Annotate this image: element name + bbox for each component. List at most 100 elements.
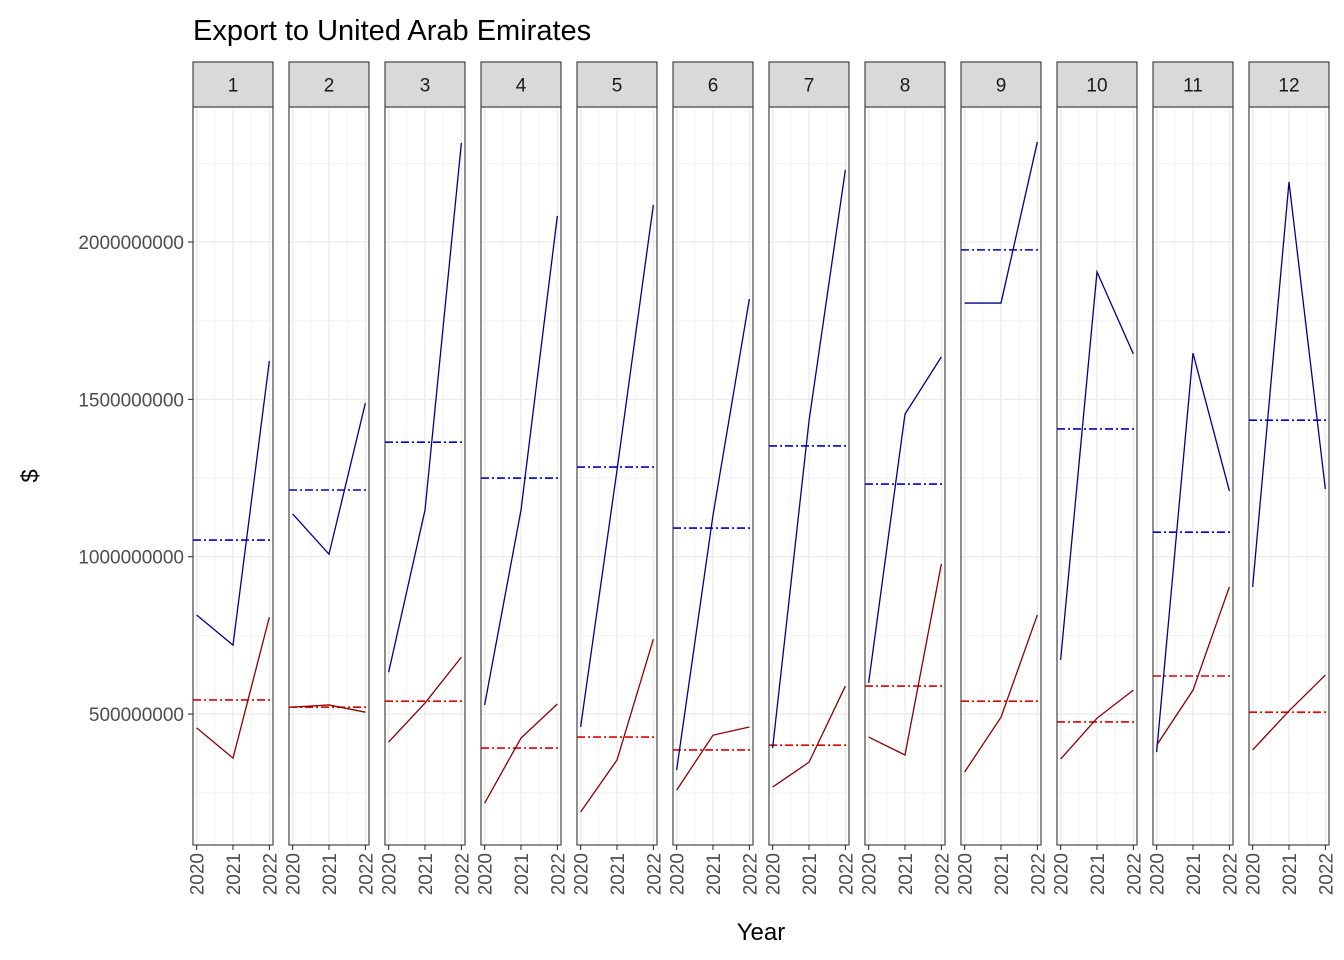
y-tick-label: 2000000000	[78, 233, 184, 254]
x-tick-label: 2021	[704, 853, 725, 895]
panel: 6 2020 2021 2022	[668, 61, 761, 895]
x-tick-label: 2020	[380, 853, 401, 895]
series-line	[388, 656, 462, 743]
series-line	[484, 703, 558, 804]
series-line	[579, 204, 655, 728]
x-tick-label: 2020	[1052, 853, 1073, 895]
panel: 7 2020 2021 2022	[764, 61, 857, 895]
x-tick-label: 2022	[1316, 853, 1337, 895]
strip-label: 3	[420, 76, 431, 97]
panel: 8 2020 2021 2022	[860, 61, 953, 895]
x-tick-label: 2020	[476, 853, 497, 895]
x-tick-label: 2022	[836, 853, 857, 895]
panel: 9 2020 2021 2022	[956, 61, 1049, 895]
strip	[960, 61, 1042, 108]
panel: 1 2020 2021 2022 500000000 1000000000 15000000…	[78, 61, 281, 895]
x-tick-label: 2021	[224, 853, 245, 895]
y-tick-label: 1000000000	[78, 548, 184, 569]
y-tick-label: 1500000000	[78, 390, 184, 411]
strip-label: 4	[516, 76, 527, 97]
series-line	[1059, 269, 1134, 661]
x-tick-label: 2021	[1280, 853, 1301, 895]
panel: 5 2020 2021 2022	[572, 61, 665, 895]
series-line	[964, 141, 1038, 304]
strip	[672, 61, 754, 108]
x-tick-label: 2020	[1244, 853, 1265, 895]
strip	[288, 61, 370, 108]
x-tick-label: 2022	[644, 853, 665, 895]
series-line	[867, 356, 942, 684]
strip-label: 6	[708, 76, 719, 97]
x-tick-label: 2021	[992, 853, 1013, 895]
x-tick-label: 2020	[668, 853, 689, 895]
x-tick-label: 2022	[1028, 853, 1049, 895]
series-line	[196, 616, 270, 760]
x-tick-label: 2020	[956, 853, 977, 895]
x-tick-label: 2021	[1184, 853, 1205, 895]
strip-label: 5	[612, 76, 623, 97]
series-line	[771, 169, 847, 749]
strip-label: 9	[996, 76, 1007, 97]
x-tick-label: 2020	[764, 853, 785, 895]
strip-label: 10	[1086, 76, 1107, 97]
strip-label: 8	[900, 76, 911, 97]
panel: 11 2020 2021 2022	[1148, 61, 1241, 895]
series-line	[772, 685, 846, 788]
series-line	[292, 402, 366, 556]
x-tick-label: 2021	[800, 853, 821, 895]
x-tick-label: 2022	[548, 853, 569, 895]
series-line	[483, 215, 559, 706]
series-line	[676, 726, 750, 791]
x-tick-label: 2020	[1148, 853, 1169, 895]
strip	[1248, 61, 1330, 108]
series-line	[1155, 352, 1230, 753]
strip	[768, 61, 850, 108]
series-line	[388, 142, 463, 673]
x-tick-label: 2020	[188, 853, 209, 895]
x-tick-label: 2021	[416, 853, 437, 895]
strip-label: 1	[228, 76, 239, 97]
x-tick-label: 2022	[260, 853, 281, 895]
x-axis-label: Year	[737, 919, 786, 946]
x-tick-label: 2022	[932, 853, 953, 895]
y-axis-label: $	[17, 469, 44, 482]
strip	[192, 61, 274, 108]
strip-label: 11	[1183, 76, 1203, 97]
x-tick-label: 2022	[452, 853, 473, 895]
x-tick-label: 2022	[740, 853, 761, 895]
x-tick-label: 2021	[608, 853, 629, 895]
series-line	[1060, 689, 1134, 760]
strip	[576, 61, 658, 108]
panel: 4 2020 2021 2022	[476, 61, 569, 895]
panels: 1 2020 2021 2022 500000000 1000000000 15000000…	[78, 61, 1337, 895]
x-tick-label: 2022	[356, 853, 377, 895]
series-line	[292, 704, 366, 713]
x-tick-label: 2021	[512, 853, 533, 895]
x-tick-label: 2021	[320, 853, 341, 895]
strip	[864, 61, 946, 108]
strip-label: 12	[1278, 76, 1299, 97]
x-tick-label: 2022	[1124, 853, 1145, 895]
strip	[1056, 61, 1138, 108]
strip	[384, 61, 466, 108]
series-line	[196, 360, 271, 647]
y-tick-label: 500000000	[89, 705, 184, 726]
panel: 12 2020 2021 2022	[1244, 61, 1337, 895]
series-line	[1156, 586, 1230, 746]
x-tick-label: 2020	[284, 853, 305, 895]
x-tick-label: 2022	[1220, 853, 1241, 895]
strip	[1152, 61, 1234, 108]
series-line	[868, 563, 943, 756]
series-line	[675, 298, 751, 771]
x-tick-label: 2021	[1088, 853, 1109, 895]
chart-title: Export to United Arab Emirates	[193, 15, 591, 47]
panel: 10 2020 2021 2022	[1052, 61, 1145, 895]
panel: 2 2020 2021 2022	[284, 61, 377, 895]
series-line	[1252, 674, 1326, 751]
series-line	[964, 614, 1038, 773]
series-line	[580, 638, 654, 813]
strip	[480, 61, 562, 108]
x-tick-label: 2020	[572, 853, 593, 895]
panel: 3 2020 2021 2022	[380, 61, 473, 895]
